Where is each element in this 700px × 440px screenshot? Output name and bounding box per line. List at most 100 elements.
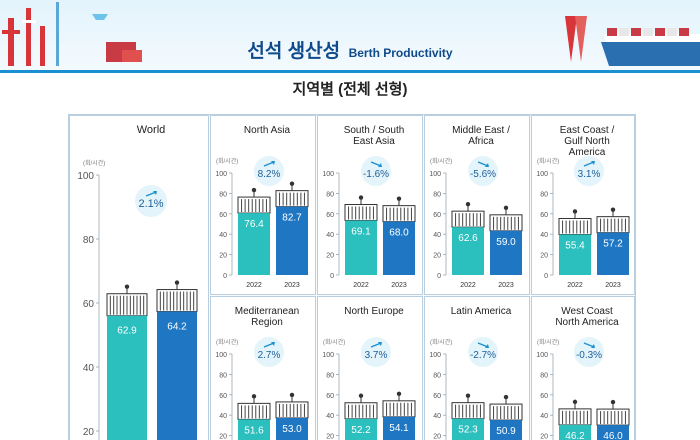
unit-label: (회/시간) bbox=[537, 157, 559, 165]
y-tick-label: 80 bbox=[219, 191, 227, 198]
y-tick-label: 100 bbox=[215, 171, 227, 178]
chart-title: North America bbox=[555, 317, 619, 328]
chart-title: Gulf North bbox=[564, 136, 610, 147]
chart-title: Mediterranean bbox=[235, 306, 299, 317]
y-tick-label: 20 bbox=[326, 434, 334, 440]
trend-down-arrowhead-icon bbox=[591, 344, 595, 348]
unit-label: (회/시간) bbox=[83, 159, 105, 167]
chart-title: Middle East / bbox=[452, 125, 510, 136]
bar-container-cap bbox=[382, 205, 416, 223]
data-label: 64.2 bbox=[167, 322, 187, 333]
y-tick-label: 40 bbox=[540, 413, 548, 420]
chart-title: East Coast / bbox=[560, 125, 615, 136]
title-korean: 선석 생산성 bbox=[247, 41, 341, 62]
data-label: 52.2 bbox=[351, 425, 371, 436]
y-tick-label: 40 bbox=[326, 232, 334, 239]
x-tick-label: 2023 bbox=[284, 282, 300, 289]
bar bbox=[276, 206, 308, 275]
change-label: -0.3% bbox=[576, 350, 602, 361]
y-tick-label: 100 bbox=[322, 171, 334, 178]
bar bbox=[559, 234, 591, 275]
bar-container-cap bbox=[558, 408, 592, 426]
change-label: 2.7% bbox=[258, 350, 281, 361]
y-tick-label: 60 bbox=[433, 393, 441, 400]
y-tick-label: 80 bbox=[83, 235, 95, 246]
container-ship-illustration bbox=[565, 16, 700, 66]
bar bbox=[383, 416, 415, 440]
bar bbox=[490, 420, 522, 440]
bar bbox=[345, 220, 377, 275]
change-label: -5.6% bbox=[470, 169, 496, 180]
chart-title: North Europe bbox=[344, 306, 404, 317]
x-tick-label: 2022 bbox=[246, 282, 262, 289]
change-badge bbox=[361, 337, 391, 367]
unit-label: (회/시간) bbox=[323, 338, 345, 346]
bar bbox=[345, 418, 377, 440]
bar bbox=[452, 227, 484, 275]
unit-label: (회/시간) bbox=[430, 338, 452, 346]
y-tick-label: 60 bbox=[219, 212, 227, 219]
y-tick-label: 20 bbox=[83, 427, 95, 438]
bar-container-cap bbox=[596, 216, 630, 234]
chart-title: Africa bbox=[468, 136, 494, 147]
y-tick-label: 100 bbox=[429, 171, 441, 178]
y-tick-label: 20 bbox=[219, 253, 227, 260]
change-badge bbox=[574, 337, 604, 367]
y-tick-label: 60 bbox=[433, 212, 441, 219]
y-tick-label: 0 bbox=[223, 273, 227, 280]
data-label: 62.6 bbox=[458, 233, 478, 244]
data-label: 55.4 bbox=[565, 240, 585, 251]
change-badge bbox=[468, 337, 498, 367]
title-english: Berth Productivity bbox=[348, 46, 453, 60]
data-label: 53.0 bbox=[282, 424, 302, 435]
bar bbox=[383, 221, 415, 275]
trend-down-arrowhead-icon bbox=[485, 344, 489, 348]
change-badge bbox=[468, 156, 498, 186]
bar-container-cap bbox=[344, 204, 378, 222]
y-tick-label: 40 bbox=[433, 232, 441, 239]
data-label: 54.1 bbox=[389, 423, 409, 434]
y-tick-label: 80 bbox=[433, 191, 441, 198]
charts-svg: World (회/시간) 20 40 60 80 100 62.9 64.2 2.1% North … bbox=[69, 115, 635, 440]
y-tick-label: 80 bbox=[540, 372, 548, 379]
y-tick-label: 80 bbox=[433, 372, 441, 379]
chart-title: East Asia bbox=[353, 136, 395, 147]
change-badge bbox=[135, 185, 167, 217]
bar-container-cap bbox=[451, 210, 485, 228]
y-tick-label: 20 bbox=[540, 434, 548, 440]
bar-hook-knob bbox=[503, 205, 509, 211]
change-badge bbox=[254, 337, 284, 367]
change-label: 3.7% bbox=[365, 350, 388, 361]
bar-hook-knob bbox=[610, 399, 616, 405]
y-tick-label: 100 bbox=[322, 352, 334, 359]
bar-hook-knob bbox=[465, 201, 471, 207]
data-label: 69.1 bbox=[351, 227, 371, 238]
y-tick-label: 40 bbox=[326, 413, 334, 420]
y-tick-label: 60 bbox=[326, 393, 334, 400]
bar-container-cap bbox=[275, 401, 309, 419]
change-badge bbox=[361, 156, 391, 186]
bar-hook-knob bbox=[358, 393, 364, 398]
x-tick-label: 2022 bbox=[567, 282, 583, 289]
data-label: 76.4 bbox=[244, 219, 264, 230]
y-tick-label: 60 bbox=[540, 393, 548, 400]
data-label: 52.3 bbox=[458, 425, 478, 436]
change-label: 3.1% bbox=[578, 169, 601, 180]
x-tick-label: 2023 bbox=[498, 282, 514, 289]
y-tick-label: 40 bbox=[219, 232, 227, 239]
bar-hook-knob bbox=[289, 392, 295, 398]
y-tick-label: 20 bbox=[433, 253, 441, 260]
y-tick-label: 40 bbox=[83, 363, 95, 374]
x-tick-label: 2022 bbox=[460, 282, 476, 289]
trend-up-arrowhead-icon bbox=[591, 161, 595, 165]
y-tick-label: 60 bbox=[219, 393, 227, 400]
bar-hook-knob bbox=[396, 196, 402, 201]
y-tick-label: 100 bbox=[536, 352, 548, 359]
bar bbox=[157, 311, 197, 440]
bar-hook-knob bbox=[358, 195, 364, 200]
chart-subtitle: 지역별 (전체 선형) bbox=[292, 81, 408, 98]
y-tick-label: 40 bbox=[219, 413, 227, 420]
change-label: 8.2% bbox=[258, 169, 281, 180]
bar-container-cap bbox=[596, 408, 630, 426]
x-tick-label: 2023 bbox=[605, 282, 621, 289]
